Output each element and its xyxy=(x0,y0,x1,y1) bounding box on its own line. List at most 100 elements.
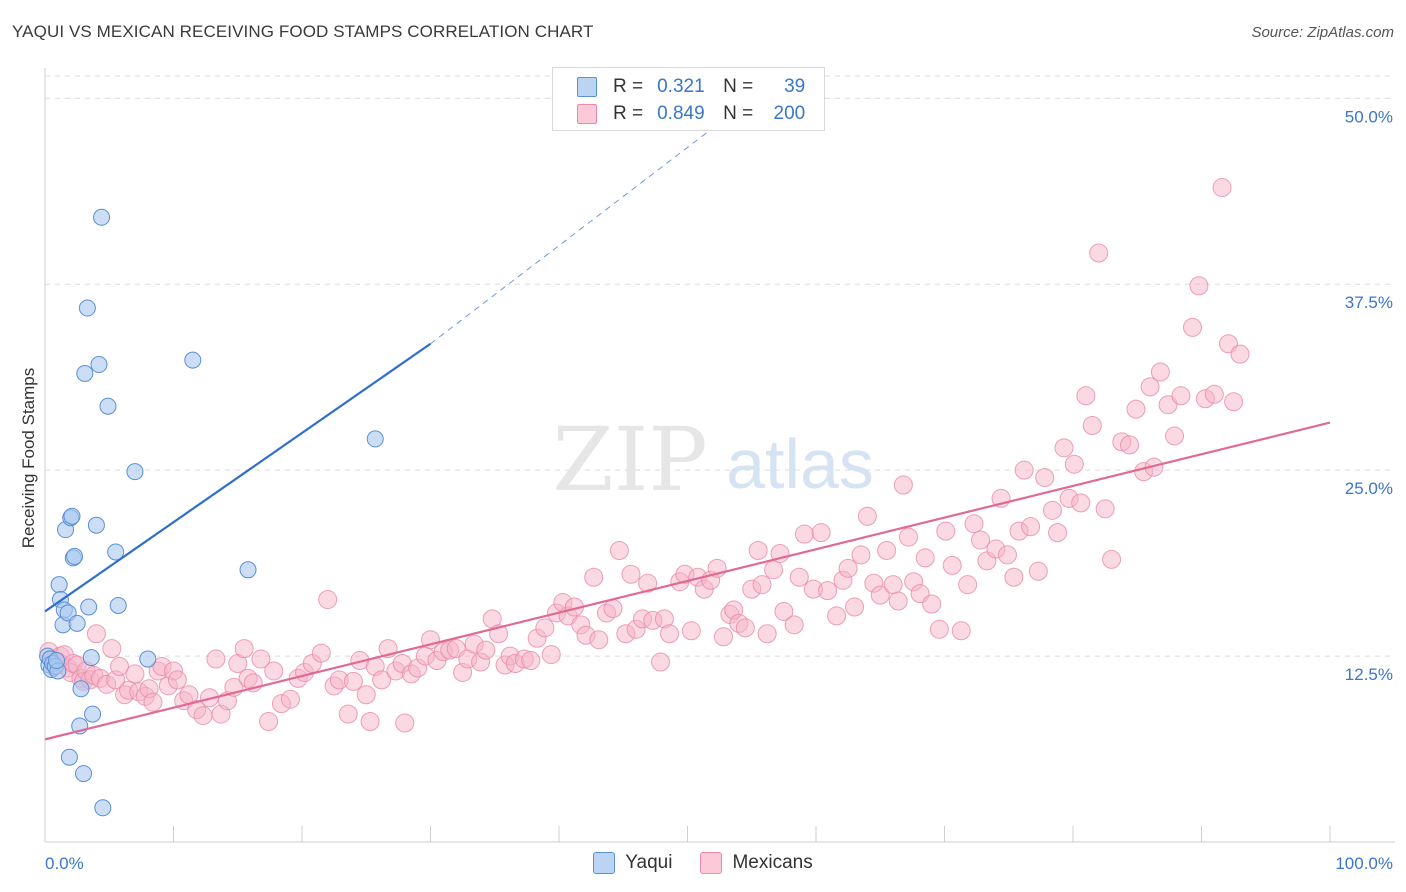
mexicans-point xyxy=(818,581,838,601)
mexicans-point xyxy=(1120,435,1140,455)
mexicans-point xyxy=(143,692,163,712)
mexicans-point xyxy=(735,618,755,638)
yaqui-legend-swatch xyxy=(593,852,616,874)
yaqui-point xyxy=(50,576,68,594)
yaqui-point xyxy=(87,516,105,534)
mexicans-point xyxy=(125,664,145,684)
mexicans-trend-line xyxy=(44,421,1331,741)
r-value: 0.849 xyxy=(657,103,705,124)
mexicans-point xyxy=(621,564,641,584)
mexicans-point xyxy=(1076,386,1096,406)
mexicans-point xyxy=(521,651,541,671)
yaqui-point xyxy=(84,705,102,723)
mexicans-point xyxy=(343,671,363,691)
mexicans-point xyxy=(1004,567,1024,587)
y-axis-label: Receiving Food Stamps xyxy=(19,368,38,548)
yaqui-point xyxy=(139,650,157,668)
mexicans-point xyxy=(1126,399,1146,419)
yaqui-trend-extension xyxy=(430,97,753,345)
yaqui-point xyxy=(107,543,125,561)
mexicans-point xyxy=(997,545,1017,565)
yaqui-point xyxy=(48,652,66,670)
mexicans-point xyxy=(541,645,561,665)
mexicans-point xyxy=(870,585,890,605)
y-tick-label: 12.5% xyxy=(1345,665,1393,684)
mexicans-point xyxy=(311,643,331,663)
mexicans-point xyxy=(660,624,680,644)
mexicans-point xyxy=(958,575,978,595)
legend-label-yaqui: Yaqui xyxy=(625,852,673,873)
mexicans-point xyxy=(264,661,284,681)
yaqui-point xyxy=(68,614,86,632)
mexicans-point xyxy=(851,545,871,565)
yaqui-point xyxy=(78,299,96,317)
mexicans-point xyxy=(360,712,380,732)
mexicans-point xyxy=(929,619,949,639)
chart-title: YAQUI VS MEXICAN RECEIVING FOOD STAMPS C… xyxy=(12,22,594,41)
mexicans-point xyxy=(1140,377,1160,397)
r-value: 0.321 xyxy=(657,76,705,97)
yaqui-point xyxy=(76,364,94,382)
mexicans-point xyxy=(603,598,623,618)
mexicans-point xyxy=(1089,243,1109,263)
mexicans-point xyxy=(964,514,984,534)
mexicans-point xyxy=(476,640,496,660)
mexicans-point xyxy=(110,656,130,676)
yaqui-point xyxy=(90,356,108,374)
legend-row-yaqui: R = 0.321 N = 39 xyxy=(577,74,805,100)
mexicans-point xyxy=(915,548,935,568)
mexicans-point xyxy=(1048,523,1068,543)
mexicans-point xyxy=(638,573,658,593)
mexicans-point xyxy=(1021,517,1041,537)
series-legend: Yaqui Mexicans xyxy=(0,852,1406,874)
mexicans-point xyxy=(86,624,106,644)
mexicans-point xyxy=(838,558,858,578)
yaqui-point xyxy=(94,799,112,817)
yaqui-point xyxy=(82,649,100,667)
mexicans-point xyxy=(877,540,897,560)
correlation-legend: R = 0.321 N = 39 R = 0.849 N = 200 xyxy=(552,67,825,131)
legend-item-yaqui[interactable]: Yaqui xyxy=(593,852,672,874)
n-label: N = xyxy=(723,103,754,124)
mexicans-point xyxy=(167,670,187,690)
mexicans-point xyxy=(845,597,865,617)
mexicans-point xyxy=(1102,549,1122,569)
n-label: N = xyxy=(723,76,754,97)
n-value: 39 xyxy=(784,76,806,97)
mexicans-point xyxy=(1035,468,1055,488)
yaqui-point xyxy=(109,597,127,615)
mexicans-point xyxy=(1212,178,1232,198)
yaqui-point xyxy=(80,598,98,616)
mexicans-point xyxy=(1095,499,1115,519)
mexicans-point xyxy=(338,704,358,724)
mexicans-point xyxy=(356,685,376,705)
y-tick-label: 37.5% xyxy=(1345,293,1393,312)
mexicans-point xyxy=(1014,460,1034,480)
yaqui-point xyxy=(99,397,117,415)
mexicans-point xyxy=(681,621,701,641)
mexicans-point xyxy=(942,555,962,575)
legend-item-mexicans[interactable]: Mexicans xyxy=(700,852,813,874)
mexicans-point xyxy=(811,523,831,543)
mexicans-point xyxy=(1071,493,1091,513)
mexicans-point xyxy=(1028,561,1048,581)
r-label: R = xyxy=(613,76,644,97)
mexicans-point xyxy=(1189,276,1209,296)
mexicans-point xyxy=(764,560,784,580)
mexicans-point xyxy=(748,540,768,560)
mexicans-legend-swatch xyxy=(700,852,723,874)
mexicans-point xyxy=(774,601,794,621)
mexicans-point xyxy=(936,521,956,541)
mexicans-point xyxy=(584,567,604,587)
mexicans-point xyxy=(794,524,814,544)
mexicans-point xyxy=(713,627,733,647)
mexicans-point xyxy=(1054,438,1074,458)
mexicans-point xyxy=(1082,416,1102,436)
y-tick-label: 25.0% xyxy=(1345,479,1393,498)
mexicans-point xyxy=(1230,344,1250,364)
mexicans-point xyxy=(234,639,254,659)
x-tick-label: 100.0% xyxy=(1335,854,1393,873)
y-tick-label: 50.0% xyxy=(1345,107,1393,126)
mexicans-point xyxy=(280,689,300,709)
